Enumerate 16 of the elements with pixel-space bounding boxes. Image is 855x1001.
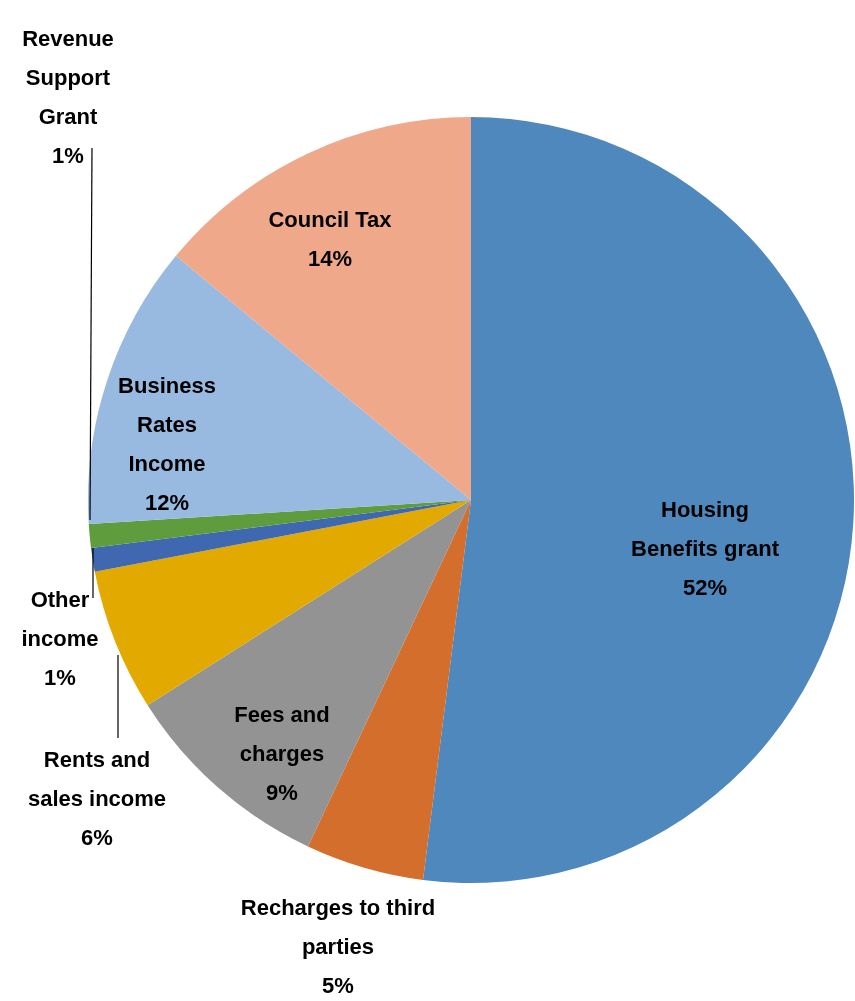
- slice-label: Fees and charges: [234, 702, 330, 767]
- data-label: 52%: [682, 575, 728, 601]
- data-label: 9%: [266, 780, 298, 806]
- slice-label: Other income: [21, 587, 99, 652]
- data-label: 14%: [307, 245, 353, 271]
- slice-label: Housing Benefits grant: [631, 497, 780, 562]
- slice-label: Business Rates Income: [118, 372, 216, 476]
- data-label: 5%: [322, 973, 354, 999]
- slice-label: Council Tax: [268, 206, 393, 232]
- slice-label: Recharges to third parties: [240, 895, 436, 960]
- data-label: 1%: [44, 665, 76, 691]
- slice-label: Revenue Support Grant: [22, 25, 114, 129]
- data-label: 12%: [144, 489, 190, 515]
- data-label: 6%: [81, 825, 113, 851]
- data-label: 1%: [52, 142, 84, 168]
- slice-label: Rents and sales income: [27, 747, 167, 812]
